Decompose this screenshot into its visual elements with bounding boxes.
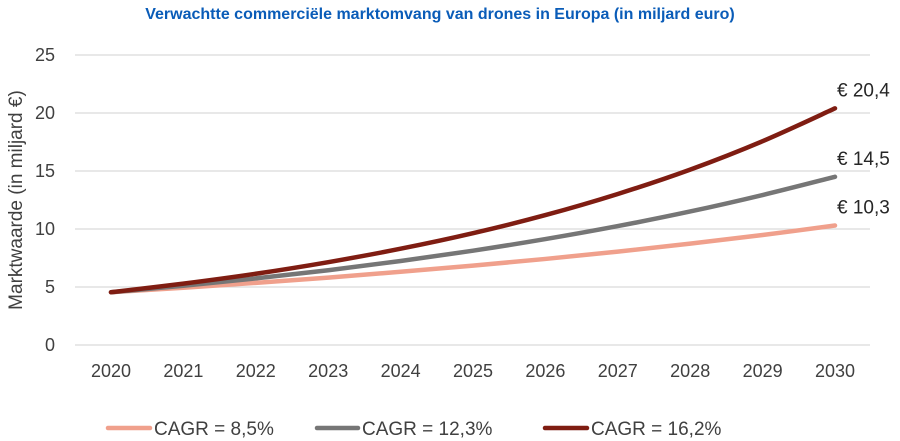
x-tick-label: 2026: [525, 361, 565, 381]
x-tick-label: 2020: [91, 361, 131, 381]
legend-label: CAGR = 12,3%: [362, 419, 493, 440]
legend-label: CAGR = 16,2%: [591, 419, 722, 440]
series-line: [108, 106, 838, 295]
x-tick-label: 2028: [670, 361, 710, 381]
series-line: [108, 174, 838, 295]
series-line: [108, 223, 838, 295]
y-tick-label: 5: [45, 277, 55, 297]
x-tick-label: 2023: [308, 361, 348, 381]
x-tick-label: 2022: [236, 361, 276, 381]
chart-title: Verwachtte commerciële marktomvang van d…: [145, 6, 735, 23]
end-data-label: € 10,3: [837, 198, 890, 219]
x-tick-label: 2029: [743, 361, 783, 381]
y-tick-label: 15: [35, 161, 55, 181]
x-tick-label: 2027: [598, 361, 638, 381]
x-tick-label: 2024: [381, 361, 421, 381]
end-data-label: € 14,5: [837, 149, 890, 170]
end-data-label: € 20,4: [837, 80, 890, 101]
x-tick-label: 2025: [453, 361, 493, 381]
y-axis-label: Marktwaarde (in miljard €): [6, 90, 27, 310]
y-tick-label: 0: [45, 335, 55, 355]
y-tick-label: 20: [35, 103, 55, 123]
y-tick-label: 25: [35, 45, 55, 65]
x-tick-label: 2030: [815, 361, 855, 381]
y-tick-label: 10: [35, 219, 55, 239]
x-tick-label: 2021: [163, 361, 203, 381]
legend-label: CAGR = 8,5%: [154, 419, 274, 440]
